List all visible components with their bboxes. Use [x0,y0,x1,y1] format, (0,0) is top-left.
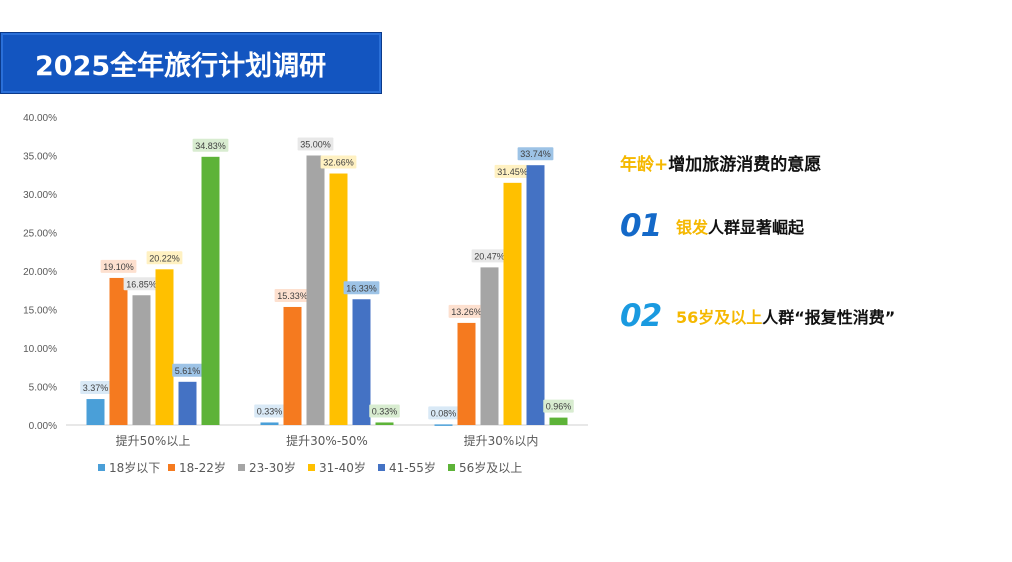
bar [86,399,105,425]
bar [132,295,151,425]
bar [329,173,348,425]
legend-entry: 41-55岁 [389,460,436,475]
data-label: 0.33% [257,406,283,416]
data-label: 33.74% [520,149,551,159]
bar [155,269,174,425]
point-number-2: 02 [620,298,662,334]
data-label: 19.10% [103,262,134,272]
x-category-label: 提升30%以内 [464,433,539,448]
data-label-bg [343,281,380,295]
y-tick-label: 30.00% [23,190,57,201]
legend-swatch [308,464,315,471]
bar [480,267,499,425]
data-label: 34.83% [195,141,226,151]
bar [178,381,197,425]
bar [283,306,302,425]
bar [526,165,545,425]
data-label-bg [297,137,334,151]
data-label: 20.22% [149,253,180,263]
data-label-bg [123,277,160,291]
point-highlight-2: 56岁及以上 [676,308,763,327]
data-label-bg [192,138,229,152]
data-label: 35.00% [300,140,331,150]
data-label: 15.33% [277,291,308,301]
data-label-bg [100,259,137,273]
y-tick-label: 15.00% [23,306,57,317]
data-label: 5.61% [175,366,201,376]
y-tick-label: 20.00% [23,267,57,278]
page-title: 2025全年旅行计划调研 [35,50,327,82]
x-category-label: 提升30%-50% [286,433,368,448]
data-label-bg [80,381,111,395]
data-label-bg [369,404,400,418]
y-tick-label: 40.00% [23,113,57,124]
y-tick-label: 0.00% [29,421,57,432]
data-label: 31.45% [497,167,528,177]
bar [109,277,128,425]
bar [457,322,476,425]
title-banner: 2025全年旅行计划调研 [0,32,382,94]
data-label-bg [494,164,531,178]
data-label: 13.26% [451,307,482,317]
insight-point-2: 02 56岁及以上人群“报复性消费” [620,298,895,334]
data-label: 0.08% [431,408,457,418]
data-label: 0.96% [546,402,572,412]
bar [260,422,279,425]
data-label: 3.37% [83,383,109,393]
headline-highlight: 年龄+ [620,155,669,175]
data-label: 20.47% [474,251,505,261]
bar [549,417,568,425]
data-label-bg [172,363,203,377]
data-label: 16.33% [346,283,377,293]
point-highlight-1: 银发 [676,218,709,237]
data-label-bg [254,404,285,418]
data-label: 0.33% [372,406,398,416]
point-number-1: 01 [620,208,662,244]
legend-swatch [378,464,385,471]
legend-entry: 18岁以下 [109,460,160,475]
data-label-bg [517,147,554,161]
data-label: 16.85% [126,279,157,289]
point-rest-1: 人群显著崛起 [708,218,805,237]
data-label-bg [428,406,459,420]
bar [375,422,394,425]
data-label-bg [448,304,485,318]
bar-chart: 0.00% 5.00% 10.00% 15.00% 20.00% 25.00% 30.00%… [23,113,588,475]
data-label-bg [146,251,183,265]
legend-swatch [238,464,245,471]
legend-swatch [448,464,455,471]
point-text-1: 银发人群显著崛起 [676,214,804,238]
legend-entry: 18-22岁 [179,460,226,475]
bar [352,299,371,425]
headline-text: 增加旅游消费的意愿 [668,155,822,175]
data-label: 32.66% [323,158,354,168]
y-tick-label: 25.00% [23,229,57,240]
legend-entry: 56岁及以上 [459,460,522,475]
y-tick-label: 10.00% [23,344,57,355]
data-label-bg [471,249,508,263]
data-label-bg [320,155,357,169]
y-tick-label: 35.00% [23,152,57,163]
data-label-bg [274,288,311,302]
bar [201,156,220,425]
point-rest-2: 人群“报复性消费” [762,308,896,327]
data-label-bg [543,399,574,413]
legend-swatch [98,464,105,471]
point-text-2: 56岁及以上人群“报复性消费” [676,304,895,328]
legend-swatch [168,464,175,471]
insight-headline: 年龄+增加旅游消费的意愿 [620,150,821,175]
bar [306,155,325,425]
y-tick-label: 5.00% [29,383,57,394]
x-category-label: 提升50%以上 [116,433,191,448]
legend-entry: 31-40岁 [319,460,366,475]
bar [434,424,453,426]
bar [503,182,522,425]
legend-entry: 23-30岁 [249,460,296,475]
insight-point-1: 01 银发人群显著崛起 [620,208,804,244]
